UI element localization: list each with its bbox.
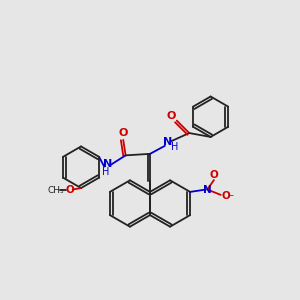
Text: N: N bbox=[203, 184, 212, 194]
Text: O: O bbox=[210, 170, 219, 180]
Text: H: H bbox=[102, 167, 110, 177]
Text: O: O bbox=[167, 110, 176, 121]
Text: O: O bbox=[222, 191, 230, 201]
Text: N: N bbox=[163, 137, 172, 147]
Text: O: O bbox=[65, 185, 74, 195]
Text: O: O bbox=[118, 128, 128, 138]
Text: N: N bbox=[103, 159, 112, 169]
Text: ⁻: ⁻ bbox=[229, 193, 234, 203]
Text: CH₃: CH₃ bbox=[47, 186, 64, 195]
Text: H: H bbox=[171, 142, 178, 152]
